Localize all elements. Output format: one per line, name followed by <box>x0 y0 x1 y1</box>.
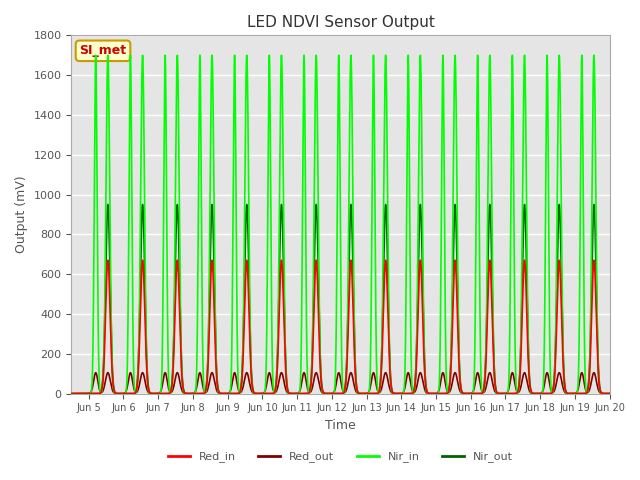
Title: LED NDVI Sensor Output: LED NDVI Sensor Output <box>246 15 435 30</box>
Y-axis label: Output (mV): Output (mV) <box>15 176 28 253</box>
Text: SI_met: SI_met <box>79 44 127 57</box>
Legend: Red_in, Red_out, Nir_in, Nir_out: Red_in, Red_out, Nir_in, Nir_out <box>163 447 518 467</box>
X-axis label: Time: Time <box>325 419 356 432</box>
